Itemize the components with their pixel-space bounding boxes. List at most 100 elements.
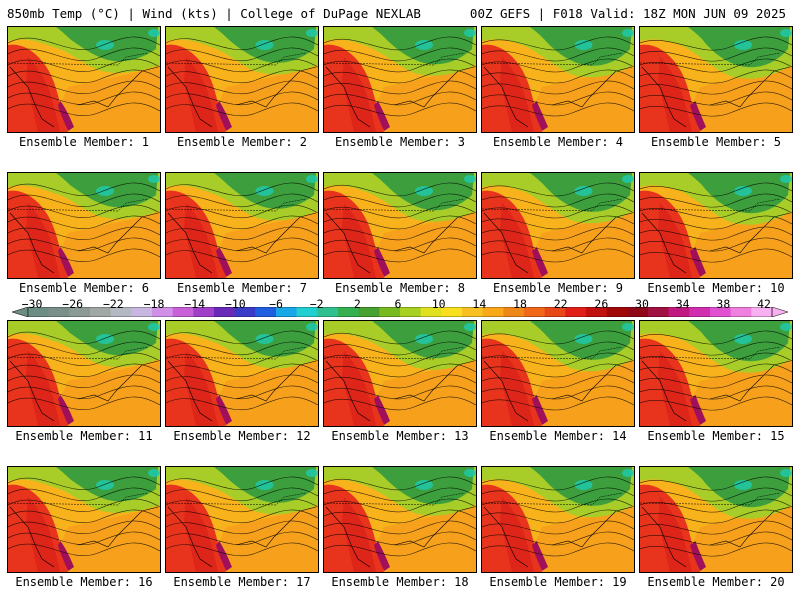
map-panel-graphic [8, 173, 160, 278]
map-panel-graphic [482, 27, 634, 132]
colorbar-tick-label: −14 [184, 297, 206, 311]
colorbar-tick-label: −30 [21, 297, 43, 311]
member-map-2 [165, 26, 319, 133]
colorbar-swatch [69, 307, 91, 317]
member-label: Ensemble Member: 9 [492, 281, 624, 295]
colorbar-swatch [648, 307, 669, 317]
map-panel-graphic [640, 27, 792, 132]
colorbar-swatch [110, 307, 132, 317]
member-label: Ensemble Member: 7 [176, 281, 308, 295]
colorbar-swatch [606, 307, 628, 317]
colorbar-tick-label: 42 [757, 297, 771, 311]
member-label: Ensemble Member: 2 [176, 135, 308, 149]
colorbar-swatch [317, 307, 339, 317]
temperature-colorbar [12, 307, 788, 317]
member-map-19 [481, 466, 635, 573]
member-label: Ensemble Member: 18 [331, 575, 469, 589]
colorbar-swatch [172, 307, 194, 317]
chart-title: 850mb Temp (°C) | Wind (kts) | College o… [7, 6, 421, 21]
member-map-10 [639, 172, 793, 279]
colorbar-tick-label: 26 [594, 297, 609, 311]
member-label: Ensemble Member: 12 [173, 429, 311, 443]
map-panel-graphic [640, 173, 792, 278]
colorbar-tick-label: 14 [472, 297, 487, 311]
member-label: Ensemble Member: 5 [650, 135, 782, 149]
member-label: Ensemble Member: 20 [647, 575, 785, 589]
map-panel-graphic [324, 321, 476, 426]
colorbar-tick-label: 10 [431, 297, 446, 311]
colorbar-swatch [524, 307, 545, 317]
map-panel-graphic [482, 467, 634, 572]
member-map-20 [639, 466, 793, 573]
colorbar-tick-label: 18 [513, 297, 527, 311]
map-panel-graphic [166, 173, 318, 278]
map-panel-graphic [482, 173, 634, 278]
colorbar-tick-label: 6 [394, 297, 402, 311]
colorbar-swatch [255, 307, 277, 317]
member-map-8 [323, 172, 477, 279]
colorbar-tick-label: −2 [309, 297, 324, 311]
colorbar-swatch [751, 307, 773, 317]
colorbar-arrow-right [771, 307, 788, 317]
member-map-11 [7, 320, 161, 427]
colorbar-swatch [48, 307, 70, 317]
member-map-15 [639, 320, 793, 427]
colorbar-tick-label: 30 [635, 297, 649, 311]
member-label: Ensemble Member: 10 [647, 281, 785, 295]
colorbar-swatch [358, 307, 380, 317]
colorbar-tick-label: 22 [553, 297, 568, 311]
member-label: Ensemble Member: 17 [173, 575, 311, 589]
member-label: Ensemble Member: 6 [18, 281, 150, 295]
colorbar-swatch [400, 307, 421, 317]
map-panel-graphic [166, 27, 318, 132]
colorbar-swatch [730, 307, 752, 317]
colorbar-swatch [193, 307, 215, 317]
colorbar-swatch [482, 307, 504, 317]
member-label: Ensemble Member: 8 [334, 281, 466, 295]
colorbar-tick-label: 38 [716, 297, 731, 311]
map-panel-graphic [324, 467, 476, 572]
member-label: Ensemble Member: 19 [489, 575, 627, 589]
colorbar-swatch [296, 307, 318, 317]
colorbar-swatch [586, 307, 607, 317]
colorbar-tick-label: −6 [269, 297, 283, 311]
colorbar-swatch [668, 307, 690, 317]
colorbar-tick-label: 34 [675, 297, 690, 311]
colorbar-swatch [710, 307, 731, 317]
colorbar-swatch [90, 307, 111, 317]
run-info: 00Z GEFS | F018 Valid: 18Z MON JUN 09 20… [469, 6, 786, 21]
member-label: Ensemble Member: 14 [489, 429, 627, 443]
colorbar-tick-label: 2 [353, 297, 361, 311]
colorbar-tick-label: −26 [62, 297, 84, 311]
member-map-13 [323, 320, 477, 427]
colorbar-swatch [544, 307, 566, 317]
member-label: Ensemble Member: 16 [15, 575, 153, 589]
member-map-3 [323, 26, 477, 133]
colorbar-swatch [462, 307, 483, 317]
member-map-4 [481, 26, 635, 133]
map-panel-graphic [640, 321, 792, 426]
member-label: Ensemble Member: 4 [492, 135, 624, 149]
member-map-9 [481, 172, 635, 279]
member-map-18 [323, 466, 477, 573]
member-map-17 [165, 466, 319, 573]
colorbar-swatch [234, 307, 256, 317]
colorbar-tick-label: −22 [102, 297, 124, 311]
colorbar-swatch [627, 307, 649, 317]
member-label: Ensemble Member: 1 [18, 135, 150, 149]
colorbar-swatch [214, 307, 235, 317]
colorbar-swatch [420, 307, 442, 317]
member-label: Ensemble Member: 15 [647, 429, 785, 443]
colorbar-swatch [338, 307, 359, 317]
colorbar-swatch [565, 307, 587, 317]
map-panel-graphic [324, 173, 476, 278]
colorbar-swatch [689, 307, 711, 317]
member-label: Ensemble Member: 13 [331, 429, 469, 443]
member-map-16 [7, 466, 161, 573]
member-label: Ensemble Member: 3 [334, 135, 466, 149]
colorbar-swatch [503, 307, 525, 317]
map-panel-graphic [8, 467, 160, 572]
map-panel-graphic [8, 27, 160, 132]
colorbar-swatch [28, 307, 49, 317]
colorbar-swatch [276, 307, 297, 317]
